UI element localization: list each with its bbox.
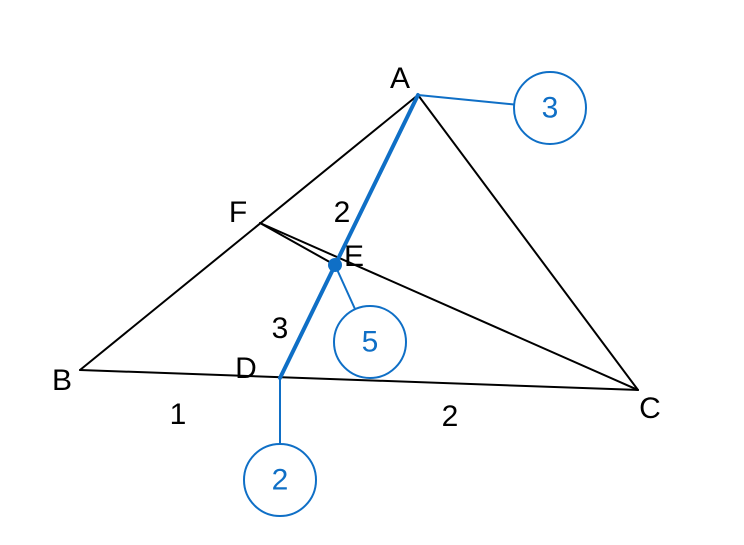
- edge-label-2: 1: [170, 398, 187, 431]
- point-label-C: C: [639, 392, 661, 425]
- edge-label-1: 3: [272, 312, 289, 345]
- bubble-text-2: 2: [272, 464, 289, 497]
- geometry-diagram: 3 5 2 2 3 1 2 A B C D E F: [0, 0, 744, 545]
- highlight-dot: [328, 258, 342, 272]
- bubble-text-1: 5: [362, 326, 379, 359]
- point-label-A: A: [390, 62, 410, 95]
- point-label-D: D: [235, 352, 257, 385]
- point-label-B: B: [52, 364, 72, 397]
- edge-label-0: 2: [334, 196, 351, 229]
- bubble-text-0: 3: [542, 92, 559, 125]
- edge-label-3: 2: [442, 400, 459, 433]
- point-label-E: E: [344, 240, 364, 273]
- point-label-F: F: [229, 196, 247, 229]
